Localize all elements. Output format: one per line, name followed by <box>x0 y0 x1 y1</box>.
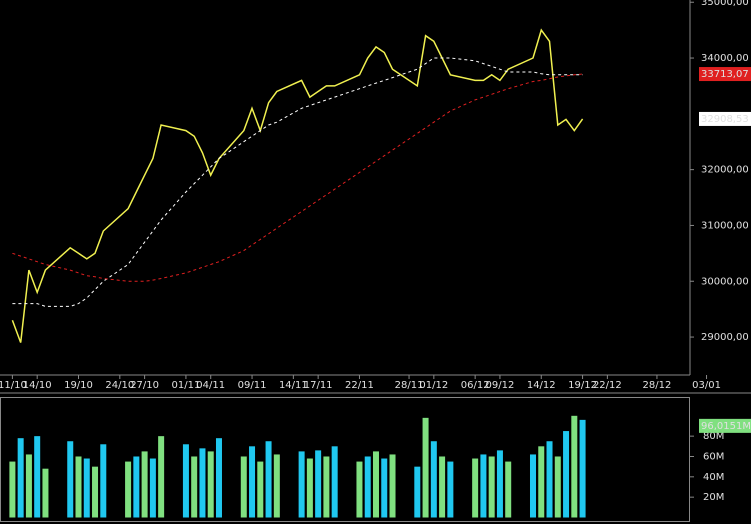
volume-bar <box>83 458 90 518</box>
volume-bar <box>331 446 338 518</box>
volume-bar <box>207 451 214 518</box>
y-tick-label: 30000,00 <box>701 276 749 287</box>
volume-bar <box>364 456 371 518</box>
y-tick-label: 32000,00 <box>701 165 749 176</box>
volume-bar <box>538 446 545 518</box>
y-tick-label: 31000,00 <box>701 220 749 231</box>
volume-bar <box>249 446 256 518</box>
volume-bar <box>579 419 586 518</box>
volume-bar <box>447 461 454 518</box>
volume-bar <box>257 461 264 518</box>
volume-bar <box>496 450 503 518</box>
x-tick-label: 06/12 <box>461 380 490 391</box>
x-tick-label: 11/10 <box>0 380 27 391</box>
volume-bar <box>372 451 379 518</box>
volume-bar <box>141 451 148 518</box>
y-tick-label: 35000,00 <box>701 0 749 8</box>
volume-bar <box>480 454 487 518</box>
volume-bar <box>554 456 561 518</box>
volume-bar <box>273 454 280 518</box>
x-tick-label: 24/10 <box>105 380 134 391</box>
volume-bar <box>563 431 570 518</box>
value-label-box <box>699 67 751 82</box>
volume-bar <box>430 441 437 518</box>
x-tick-label: 01/12 <box>419 380 448 391</box>
value-label: 33713,07 <box>701 69 749 80</box>
volume-bar <box>149 458 156 518</box>
x-tick-label: 14/11 <box>279 380 308 391</box>
volume-bar <box>488 456 495 518</box>
y-tick-label: 20M <box>703 492 724 503</box>
series-line <box>11 28 584 343</box>
volume-bar <box>571 415 578 518</box>
volume-bar <box>9 461 16 518</box>
volume-bar <box>298 451 305 518</box>
volume-bar <box>356 461 363 518</box>
volume-bar <box>133 456 140 518</box>
y-tick-label: 80M <box>703 431 724 442</box>
value-label-box <box>699 111 751 126</box>
volume-bar <box>42 468 49 518</box>
volume-bar <box>191 456 198 518</box>
volume-bar <box>25 454 32 518</box>
x-tick-label: 09/11 <box>238 380 267 391</box>
volume-bar <box>529 454 536 518</box>
volume-bar <box>125 461 132 518</box>
volume-bar <box>546 441 553 518</box>
x-tick-label: 27/10 <box>130 380 159 391</box>
volume-bar <box>505 461 512 518</box>
x-tick-label: 28/12 <box>643 380 672 391</box>
x-tick-label: 22/12 <box>593 380 622 391</box>
series-line <box>12 57 583 307</box>
volume-bar <box>265 441 272 518</box>
x-tick-label: 19/10 <box>64 380 93 391</box>
volume-bar <box>17 438 24 518</box>
x-tick-label: 14/10 <box>23 380 52 391</box>
value-label: 32908,53 <box>701 114 749 125</box>
volume-bar <box>92 466 99 518</box>
volume-bar <box>472 458 479 518</box>
y-tick-label: 34000,00 <box>701 53 749 64</box>
volume-bar <box>389 454 396 518</box>
x-tick-label: 04/11 <box>196 380 225 391</box>
volume-bar <box>67 441 74 518</box>
volume-bar <box>422 417 429 518</box>
x-tick-label: 22/11 <box>345 380 374 391</box>
y-tick-label: 60M <box>703 451 724 462</box>
value-label: 96,0151M <box>701 421 751 432</box>
x-tick-label: 09/12 <box>486 380 515 391</box>
volume-bar <box>240 456 247 518</box>
volume-bar <box>182 444 189 518</box>
volume-bar <box>34 436 41 518</box>
x-tick-label: 28/11 <box>395 380 424 391</box>
volume-bar <box>306 458 313 518</box>
volume-bar <box>158 436 165 518</box>
volume-bar <box>215 438 222 518</box>
volume-bar <box>100 444 107 518</box>
volume-bar <box>381 458 388 518</box>
volume-bar <box>315 450 322 518</box>
volume-bar <box>199 448 206 518</box>
volume-panel <box>0 397 690 522</box>
x-tick-label: 03/01 <box>692 380 721 391</box>
volume-bar <box>439 456 446 518</box>
volume-bar <box>75 456 82 518</box>
value-label-box <box>699 418 751 433</box>
y-tick-label: 40M <box>703 472 724 483</box>
x-tick-label: 14/12 <box>527 380 556 391</box>
volume-bar <box>414 466 421 518</box>
x-tick-label: 17/11 <box>304 380 333 391</box>
series-line <box>12 73 583 282</box>
x-tick-label: 01/11 <box>172 380 201 391</box>
x-tick-label: 19/12 <box>568 380 597 391</box>
volume-bar <box>323 456 330 518</box>
y-tick-label: 29000,00 <box>701 332 749 343</box>
